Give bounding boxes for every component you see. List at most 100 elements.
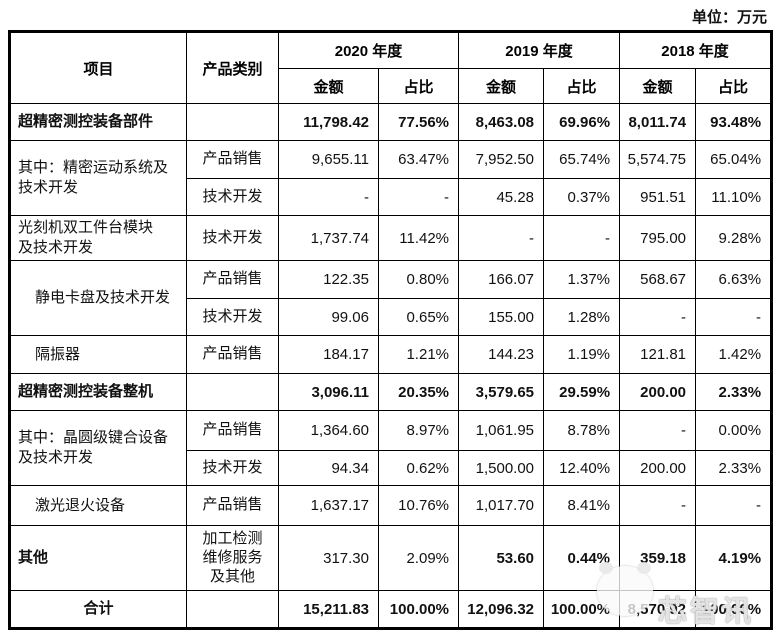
header-item: 项目	[9, 31, 187, 104]
value-cell: 1.21%	[377, 335, 460, 374]
value-cell: -	[278, 178, 379, 216]
table-row: 超精密测控装备部件 11,798.42 77.56% 8,463.08 69.96% 8,…	[9, 103, 773, 141]
value-cell: 93.48%	[695, 103, 773, 141]
value-cell: 69.96%	[543, 103, 621, 141]
header-ratio-2019: 占比	[543, 68, 621, 104]
table-row: 超精密测控装备整机 3,096.11 20.35% 3,579.65 29.59% 200…	[9, 373, 773, 411]
category-cell: 加工检测 维修服务 及其他	[186, 525, 279, 591]
value-cell: 1.28%	[543, 298, 621, 336]
value-cell: 8,463.08	[458, 103, 545, 141]
value-cell: 0.00%	[695, 410, 773, 451]
value-cell: 77.56%	[377, 103, 460, 141]
value-cell: 94.34	[278, 450, 379, 486]
value-cell: -	[458, 215, 545, 261]
value-cell: 45.28	[458, 178, 545, 216]
category-cell	[186, 373, 279, 411]
value-cell: 100.00%	[377, 590, 460, 629]
value-cell: -	[619, 410, 697, 451]
value-cell: 12.40%	[543, 450, 621, 486]
value-cell: 6.63%	[695, 260, 773, 299]
value-cell: 121.81	[619, 335, 697, 374]
table-row: 隔振器 产品销售 184.17 1.21% 144.23 1.19% 121.81 1.42%	[9, 335, 773, 374]
table-row: 其中：晶圆级键合设备 及技术开发 产品销售 1,364.60 8.97% 1,061.9…	[9, 410, 773, 486]
table-row: 技术开发 99.06 0.65% 155.00 1.28% - -	[10, 298, 773, 336]
item-cell: 激光退火设备	[9, 485, 187, 526]
value-cell: 1,637.17	[278, 485, 379, 526]
header-year-2018: 2018 年度	[619, 31, 773, 69]
value-cell: 5,574.75	[619, 140, 697, 179]
item-cell: 光刻机双工件台模块 及技术开发	[9, 215, 187, 261]
value-cell: 155.00	[458, 298, 545, 336]
value-cell: 166.07	[458, 260, 545, 299]
header-sub-row: 金额 占比 金额 占比 金额 占比	[10, 68, 773, 104]
value-cell: -	[695, 485, 773, 526]
value-cell: 1.19%	[543, 335, 621, 374]
value-cell: 2.09%	[377, 525, 460, 591]
value-cell: 200.00	[619, 373, 697, 411]
value-cell: 53.60	[458, 525, 545, 591]
watermark-text: 芯智讯	[658, 596, 755, 628]
table-body: 超精密测控装备部件 11,798.42 77.56% 8,463.08 69.96% 8,…	[9, 103, 773, 629]
table-row: 技术开发 94.34 0.62% 1,500.00 12.40% 200.00 2.33%	[10, 450, 773, 486]
value-cell: 951.51	[619, 178, 697, 216]
value-cell: 11.10%	[695, 178, 773, 216]
value-cell: 0.62%	[377, 450, 460, 486]
revenue-table: 项目 产品类别 2020 年度 2019 年度 2018 年度 金额 占比 金额…	[8, 30, 774, 630]
header-year-2019: 2019 年度	[458, 31, 621, 69]
value-cell: 8.97%	[377, 410, 460, 451]
value-cell: 200.00	[619, 450, 697, 486]
table-row: 静电卡盘及技术开发 产品销售 122.35 0.80% 166.07 1.37% 568.6…	[9, 260, 773, 336]
value-cell: 12,096.32	[458, 590, 545, 629]
value-cell: 8.78%	[543, 410, 621, 451]
table-row: 激光退火设备 产品销售 1,637.17 10.76% 1,017.70 8.41% - -	[9, 485, 773, 526]
value-cell: 3,096.11	[278, 373, 379, 411]
value-cell: 29.59%	[543, 373, 621, 411]
header-amount-2018: 金额	[619, 68, 697, 104]
value-cell: -	[619, 298, 697, 336]
value-cell: 9.28%	[695, 215, 773, 261]
value-cell: 7,952.50	[458, 140, 545, 179]
header-ratio-2018: 占比	[695, 68, 773, 104]
item-cell: 超精密测控装备部件	[9, 103, 187, 141]
value-cell: 2.33%	[695, 450, 773, 486]
item-cell: 超精密测控装备整机	[9, 373, 187, 411]
value-cell: 15,211.83	[278, 590, 379, 629]
value-cell: 65.04%	[695, 140, 773, 179]
category-cell: 产品销售	[186, 260, 279, 299]
value-cell: 0.80%	[377, 260, 460, 299]
category-cell: 产品销售	[186, 335, 279, 374]
value-cell: 65.74%	[543, 140, 621, 179]
item-cell: 其中：精密运动系统及 技术开发	[9, 140, 187, 216]
value-cell: 568.67	[619, 260, 697, 299]
value-cell: -	[695, 298, 773, 336]
table-row: 其中：精密运动系统及 技术开发 产品销售 9,655.11 63.47% 7,952.5…	[9, 140, 773, 216]
value-cell: 1,500.00	[458, 450, 545, 486]
category-cell	[186, 590, 279, 629]
value-cell: 795.00	[619, 215, 697, 261]
header-year-2020: 2020 年度	[277, 31, 460, 69]
header-amount-2020: 金额	[278, 68, 379, 104]
table-row: 其他 加工检测 维修服务 及其他 317.30 2.09% 53.60 0.44% 359.…	[9, 525, 773, 591]
category-cell: 技术开发	[186, 178, 279, 216]
value-cell: 100.00%	[695, 590, 773, 629]
header-category: 产品类别	[186, 31, 279, 104]
item-cell: 合计	[9, 590, 187, 629]
value-cell: -	[543, 215, 621, 261]
item-cell: 隔振器	[9, 335, 187, 374]
value-cell: 11.42%	[377, 215, 460, 261]
value-cell: 1,364.60	[278, 410, 379, 451]
value-cell: 317.30	[278, 525, 379, 591]
value-cell: 1.37%	[543, 260, 621, 299]
category-cell: 技术开发	[186, 450, 279, 486]
value-cell: 11,798.42	[278, 103, 379, 141]
value-cell: 63.47%	[377, 140, 460, 179]
table-row: 技术开发 - -45.28 0.37% 951.51 11.10%	[10, 178, 773, 216]
category-cell: 技术开发	[186, 298, 279, 336]
unit-label: 单位：万元	[691, 10, 767, 26]
value-cell: 4.19%	[695, 525, 773, 591]
value-cell: 1,737.74	[278, 215, 379, 261]
value-cell: -	[377, 178, 460, 216]
table-row: 光刻机双工件台模块 及技术开发 技术开发 1,737.74 11.42% - -795.0…	[9, 215, 773, 261]
category-cell: 产品销售	[186, 140, 279, 179]
value-cell: 184.17	[278, 335, 379, 374]
